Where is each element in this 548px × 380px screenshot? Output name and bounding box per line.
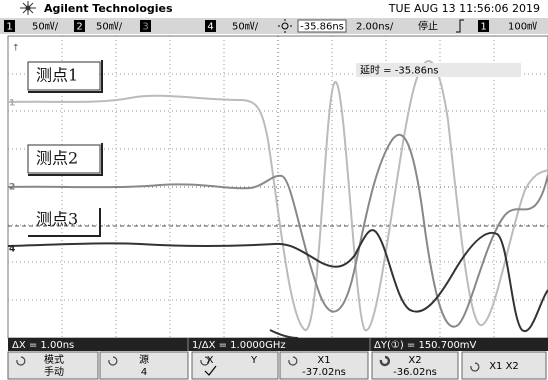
softkey-value: 4 — [141, 367, 147, 378]
softkey-value: -36.02ns — [393, 367, 437, 378]
channel-marker: 1 — [9, 99, 15, 109]
delay: -35.86ns — [300, 22, 344, 33]
softkey-option: Y — [250, 355, 258, 366]
softkey-value: 手动 — [44, 365, 64, 378]
channel-marker: 4 — [9, 245, 15, 255]
run-state: 停止 — [418, 20, 438, 33]
softkey-label: X1 — [317, 355, 330, 366]
channel-number: 4 — [207, 22, 213, 33]
brand: Agilent Technologies — [44, 2, 173, 15]
timebase: 2.00ns/ — [356, 22, 394, 33]
softkeys — [8, 352, 546, 379]
measurement: ΔY(①) = 150.700mV — [374, 340, 477, 351]
trigger-marker: ↑ — [12, 44, 20, 54]
softkey-label: X1 X2 — [489, 361, 519, 372]
measurement: ΔX = 1.00ns — [12, 340, 74, 351]
measurement: 1/ΔX = 1.0000GHz — [192, 340, 286, 351]
softkey-label: X2 — [408, 355, 421, 366]
softkey-label: 源 — [139, 353, 149, 366]
scope-screen: Agilent Technologies TUE AUG 13 11:56:06… — [0, 0, 548, 380]
channel-scale: 50㎷/ — [232, 22, 259, 33]
datetime: TUE AUG 13 11:56:06 2019 — [388, 2, 540, 15]
trigger-source: 1 — [480, 22, 486, 33]
delay-readout: 延时 = -35.86ns — [360, 65, 439, 77]
channel-number: 1 — [6, 22, 12, 33]
softkey-label: 模式 — [44, 353, 64, 366]
channel-scale: 50㎷/ — [32, 22, 59, 33]
channel-scale: 50㎷/ — [96, 22, 123, 33]
softkey-value: -37.02ns — [302, 367, 346, 378]
channel-number: 3 — [142, 22, 148, 33]
trigger-level: 100㎷ — [508, 22, 537, 33]
softkey-option: X — [207, 355, 214, 366]
annotation: 测点2 — [36, 149, 78, 168]
channel-number: 2 — [76, 22, 82, 33]
annotation: 测点3 — [36, 210, 78, 229]
channel-marker: 2 — [9, 183, 15, 193]
annotation: 测点1 — [36, 66, 78, 85]
